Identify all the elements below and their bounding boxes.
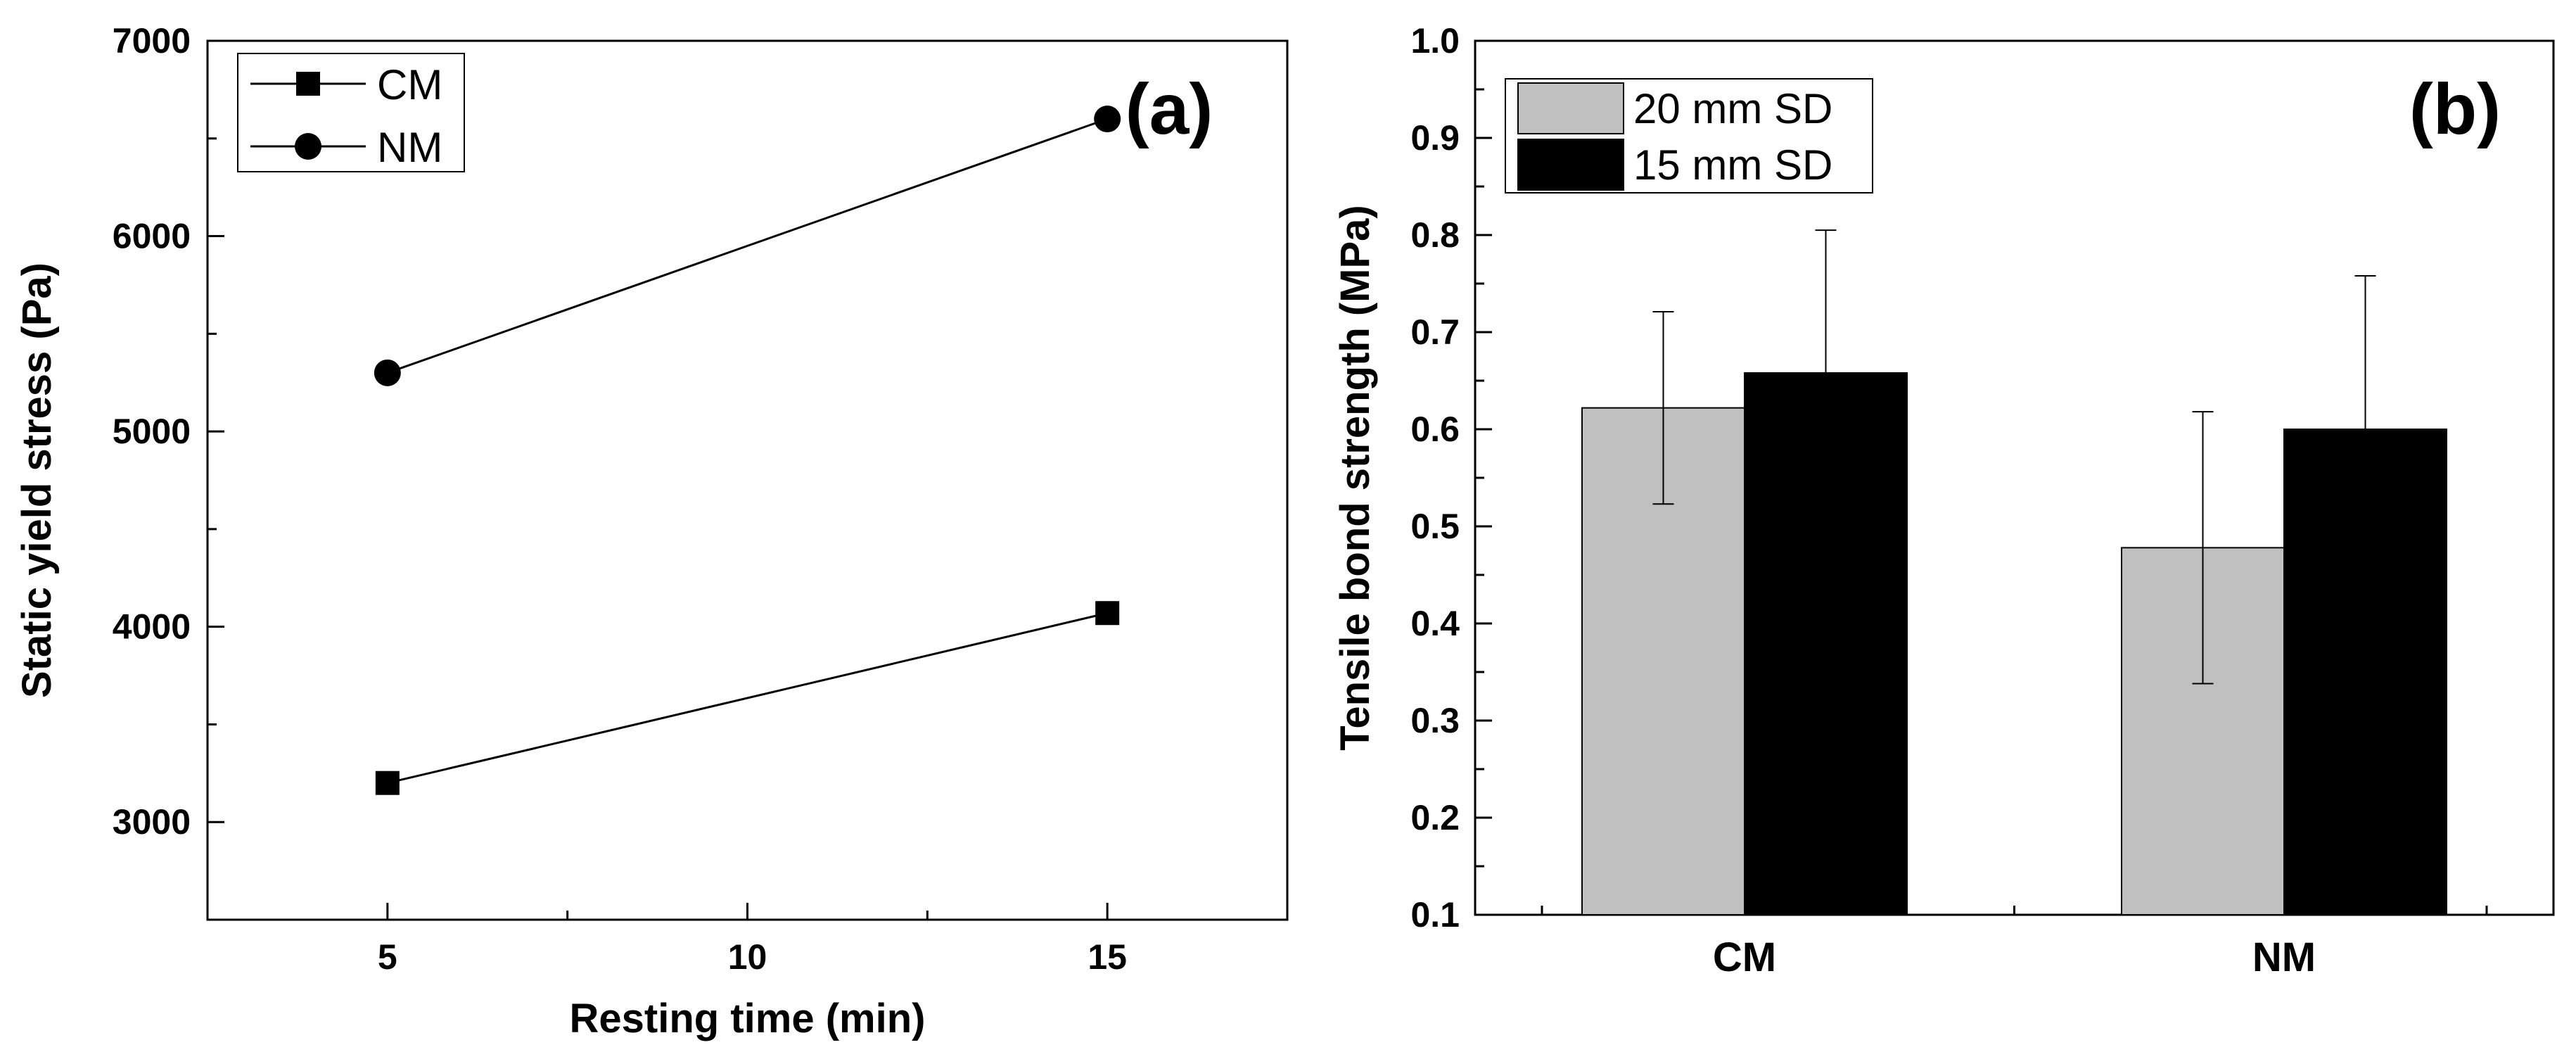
y-tick-label: 0.5: [1410, 507, 1460, 546]
legend-box: [237, 53, 465, 172]
y-tick-label: 3000: [113, 802, 191, 842]
y-tick-label: 1.0: [1410, 21, 1460, 61]
panel-label-b: (b): [2409, 69, 2501, 149]
series-line-nm: [387, 118, 1108, 374]
y-tick-label: 0.3: [1410, 701, 1460, 740]
data-point-cm: [375, 771, 400, 795]
data-point-nm: [1094, 106, 1121, 133]
y-tick-label: 4000: [113, 607, 191, 647]
y-tick-label: 0.7: [1410, 312, 1460, 352]
y-axis-label: Static yield stress (Pa): [14, 262, 60, 698]
data-point-nm: [374, 359, 401, 386]
y-tick-label: 6000: [113, 217, 191, 256]
panel-label-a: (a): [1126, 69, 1213, 149]
panel-b-bar-chart: 0.1 0.2 0.3 0.4 0.5 0.6 0.7 0.8 0.9 1.0 CM NM Tensil…: [1332, 21, 2555, 980]
x-tick-label: 15: [1088, 937, 1127, 977]
y-tick-label: 0.1: [1410, 895, 1460, 934]
legend-marker-nm: [295, 133, 321, 160]
series-line-cm: [387, 611, 1108, 785]
legend-label-nm: NM: [377, 124, 442, 171]
x-tick-label: 10: [728, 937, 767, 977]
y-tick-label: 7000: [113, 21, 191, 61]
y-axis-label: Tensile bond strength (MPa): [1332, 205, 1378, 751]
y-tick-label: 0.8: [1410, 215, 1460, 255]
legend-swatch-2: [1517, 139, 1624, 191]
legend-label-cm: CM: [377, 61, 442, 108]
plot-frame: [206, 39, 1289, 921]
data-point-cm: [1095, 601, 1120, 626]
x-axis-label: Resting time (min): [570, 996, 926, 1041]
x-tick-label: 5: [378, 937, 397, 977]
y-tick-label: 5000: [113, 412, 191, 451]
category-label: CM: [1713, 934, 1776, 980]
panel-a-line-chart: 3000 4000 5000 6000 7000 5 10 15 Resting time (m…: [14, 21, 1289, 1041]
legend-swatch-1: [1517, 82, 1624, 134]
y-tick-label: 0.2: [1410, 798, 1460, 837]
y-tick-label: 0.6: [1410, 410, 1460, 449]
y-tick-label: 0.9: [1410, 118, 1460, 158]
legend-label: 20 mm SD: [1633, 85, 1832, 132]
y-tick-label: 0.4: [1410, 604, 1460, 643]
category-label: NM: [2252, 934, 2316, 980]
legend-label: 15 mm SD: [1633, 141, 1832, 189]
legend-marker-cm: [296, 72, 320, 96]
